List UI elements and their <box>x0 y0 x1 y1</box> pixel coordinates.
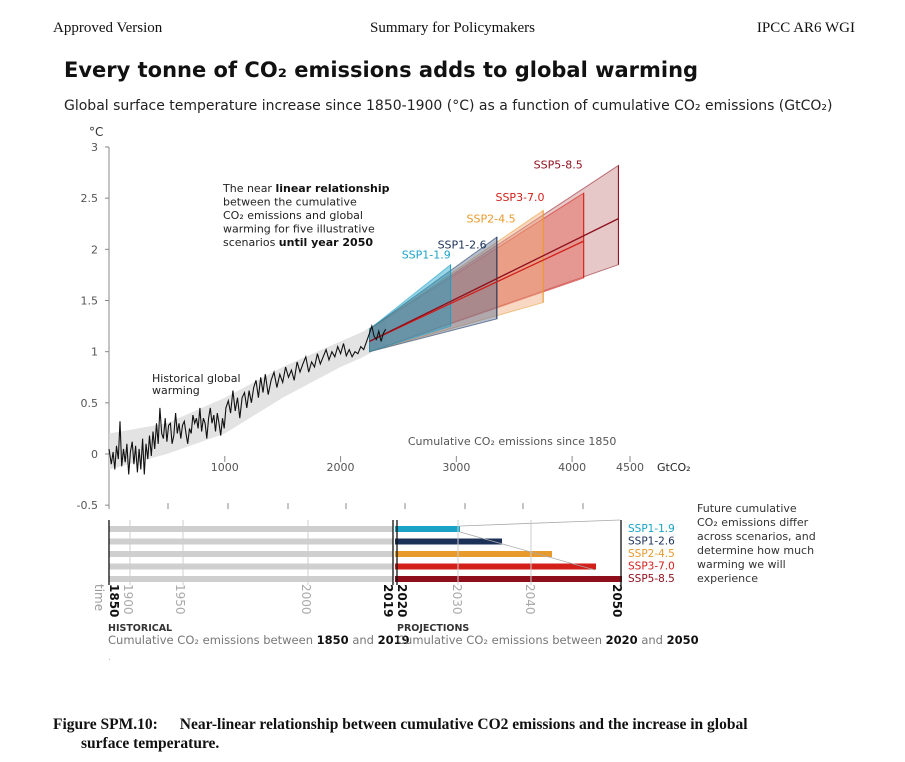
y-tick-label: 0.5 <box>81 397 99 410</box>
bar-label-4: SSP5-8.5 <box>628 573 675 585</box>
scenario-fans <box>369 164 619 353</box>
y-tick-label: 2.5 <box>81 192 99 205</box>
scenario-label-ssp1-2-6: SSP1-2.6 <box>438 238 487 251</box>
future-note-line-5: experience <box>697 572 758 585</box>
scenario-label-ssp2-4-5: SSP2-4.5 <box>467 213 516 226</box>
bar-label-3: SSP3-7.0 <box>628 561 675 573</box>
future-note-line-0: Future cumulative <box>697 502 797 515</box>
x-tick-label: 4000 <box>558 461 586 474</box>
x-tick-label: 4500 <box>616 461 644 474</box>
historical-title: HISTORICAL <box>108 623 172 634</box>
historical-desc: Cumulative CO₂ emissions between 1850 an… <box>108 633 410 647</box>
projections-title: PROJECTIONS <box>397 623 469 634</box>
annotation-linear-line-4: scenarios until year 2050 <box>223 236 373 249</box>
figure-title: Every tonne of CO₂ emissions adds to glo… <box>64 58 699 82</box>
connector-line <box>459 531 596 571</box>
projection-bar-2 <box>395 551 552 557</box>
bar-label-1: SSP1-2.6 <box>628 536 675 548</box>
chart: 3 2.5 2 1.5 1 0.5 0 -0.5 °C 1000 2000 3000 4000 4500 G… <box>77 125 816 663</box>
y-tick-label: -0.5 <box>77 499 98 512</box>
year-label-1850: 1850 <box>107 584 121 617</box>
annotation-linear-line-4-part-0: scenarios <box>223 236 279 249</box>
projection-bar-1 <box>395 538 502 545</box>
annotation-linear-line-1: between the cumulative <box>223 196 357 209</box>
year-label-1900: 1900 <box>121 584 135 615</box>
historical-desc-part-1: 1850 <box>317 633 349 647</box>
future-note-line-2: across scenarios, and <box>697 530 816 543</box>
x-tick-label: 2000 <box>327 461 355 474</box>
projections-desc-part-1: 2020 <box>606 633 638 647</box>
historical-warming-series <box>108 324 387 475</box>
historical-bar <box>109 551 393 557</box>
future-note-line-3: determine how much <box>697 544 814 557</box>
timeline-panel: SSP1-1.9SSP1-2.6SSP2-4.5SSP3-7.0SSP5-8.5… <box>92 502 816 663</box>
year-label-2020: 2020 <box>395 584 409 617</box>
bar-label-2: SSP2-4.5 <box>628 548 675 560</box>
projections-desc: Cumulative CO₂ emissions between 2020 an… <box>397 633 699 647</box>
header-right: IPCC AR6 WGI <box>756 20 855 36</box>
x-axis-title: Cumulative CO₂ emissions since 1850 <box>408 435 617 448</box>
central-line-ssp5-8-5 <box>369 218 619 343</box>
time-axis-label: time <box>92 584 106 611</box>
annotation-linear-line-3-part-0: warming for five illustrative <box>223 223 375 236</box>
annotation-linear-line-4-part-1: until year 2050 <box>279 236 374 249</box>
y-tick-label: 1 <box>91 346 98 359</box>
small-dot: . <box>108 653 111 663</box>
y-axis-unit: °C <box>89 125 103 139</box>
annotation-linear-line-2: CO₂ emissions and global <box>223 209 363 222</box>
axes: 3 2.5 2 1.5 1 0.5 0 -0.5 °C 1000 2000 3000 4000 4500 G… <box>77 125 691 512</box>
bar-label-0: SSP1-1.9 <box>628 523 675 535</box>
projections-desc-part-0: Cumulative CO₂ emissions between <box>397 633 606 647</box>
header-left: Approved Version <box>53 20 163 36</box>
annotation-historical-line-1: warming <box>152 384 200 397</box>
figure-caption: Figure SPM.10: Near-linear relationship b… <box>53 716 853 753</box>
figure-subtitle: Global surface temperature increase sinc… <box>64 98 833 114</box>
year-label-1950: 1950 <box>173 584 187 615</box>
annotation-linear-line-0-part-1: linear relationship <box>275 182 389 195</box>
annotation-linear-line-3: warming for five illustrative <box>223 223 375 236</box>
year-label-2000: 2000 <box>299 584 313 615</box>
central-line-ssp3-7-0 <box>369 240 584 343</box>
caption-number: Figure SPM.10: <box>53 716 158 733</box>
historical-line <box>108 324 387 475</box>
year-label-2030: 2030 <box>450 584 464 615</box>
y-tick-label: 2 <box>91 243 98 256</box>
x-axis-unit: GtCO₂ <box>657 461 691 474</box>
annotation-linear-line-0-part-0: The near <box>222 182 275 195</box>
scenario-label-ssp5-8-5: SSP5-8.5 <box>534 159 583 172</box>
historical-desc-part-2: and <box>349 633 378 647</box>
projection-bar-3 <box>395 563 596 570</box>
historical-bar <box>109 538 393 545</box>
year-label-2019: 2019 <box>381 584 395 617</box>
historical-desc-part-0: Cumulative CO₂ emissions between <box>108 633 317 647</box>
projections-desc-part-3: 2050 <box>667 633 699 647</box>
historical-bar <box>109 526 393 532</box>
y-tick-label: 1.5 <box>81 295 99 308</box>
annotation-historical-line-0: Historical global <box>152 372 241 385</box>
scenario-label-ssp3-7-0: SSP3-7.0 <box>495 191 544 204</box>
year-label-2040: 2040 <box>523 584 537 615</box>
header-center: Summary for Policymakers <box>370 20 535 36</box>
annotation-linear-line-1-part-0: between the cumulative <box>223 196 357 209</box>
historical-bar <box>109 563 393 570</box>
future-note-line-4: warming we will <box>697 558 786 571</box>
year-label-2050: 2050 <box>610 584 624 617</box>
y-tick-label: 0 <box>91 448 98 461</box>
y-tick-label: 3 <box>91 141 98 154</box>
projection-bar-4 <box>395 576 622 582</box>
projections-desc-part-2: and <box>638 633 667 647</box>
connector-line <box>459 519 621 527</box>
projection-bar-0 <box>395 526 460 532</box>
scenario-label-ssp1-1-9: SSP1-1.9 <box>402 249 451 262</box>
x-tick-label: 1000 <box>211 461 239 474</box>
caption-text-line2: surface temperature. <box>81 734 220 752</box>
annotation-linear-line-2-part-0: CO₂ emissions and global <box>223 209 363 222</box>
annotation-linear-line-0: The near linear relationship <box>222 182 390 195</box>
caption-text-line1: Near-linear relationship between cumulat… <box>179 716 748 733</box>
historical-bar <box>109 576 393 582</box>
x-tick-label: 3000 <box>442 461 470 474</box>
future-note-line-1: CO₂ emissions differ <box>697 516 809 529</box>
historical-desc-part-3: 2019 <box>378 633 410 647</box>
